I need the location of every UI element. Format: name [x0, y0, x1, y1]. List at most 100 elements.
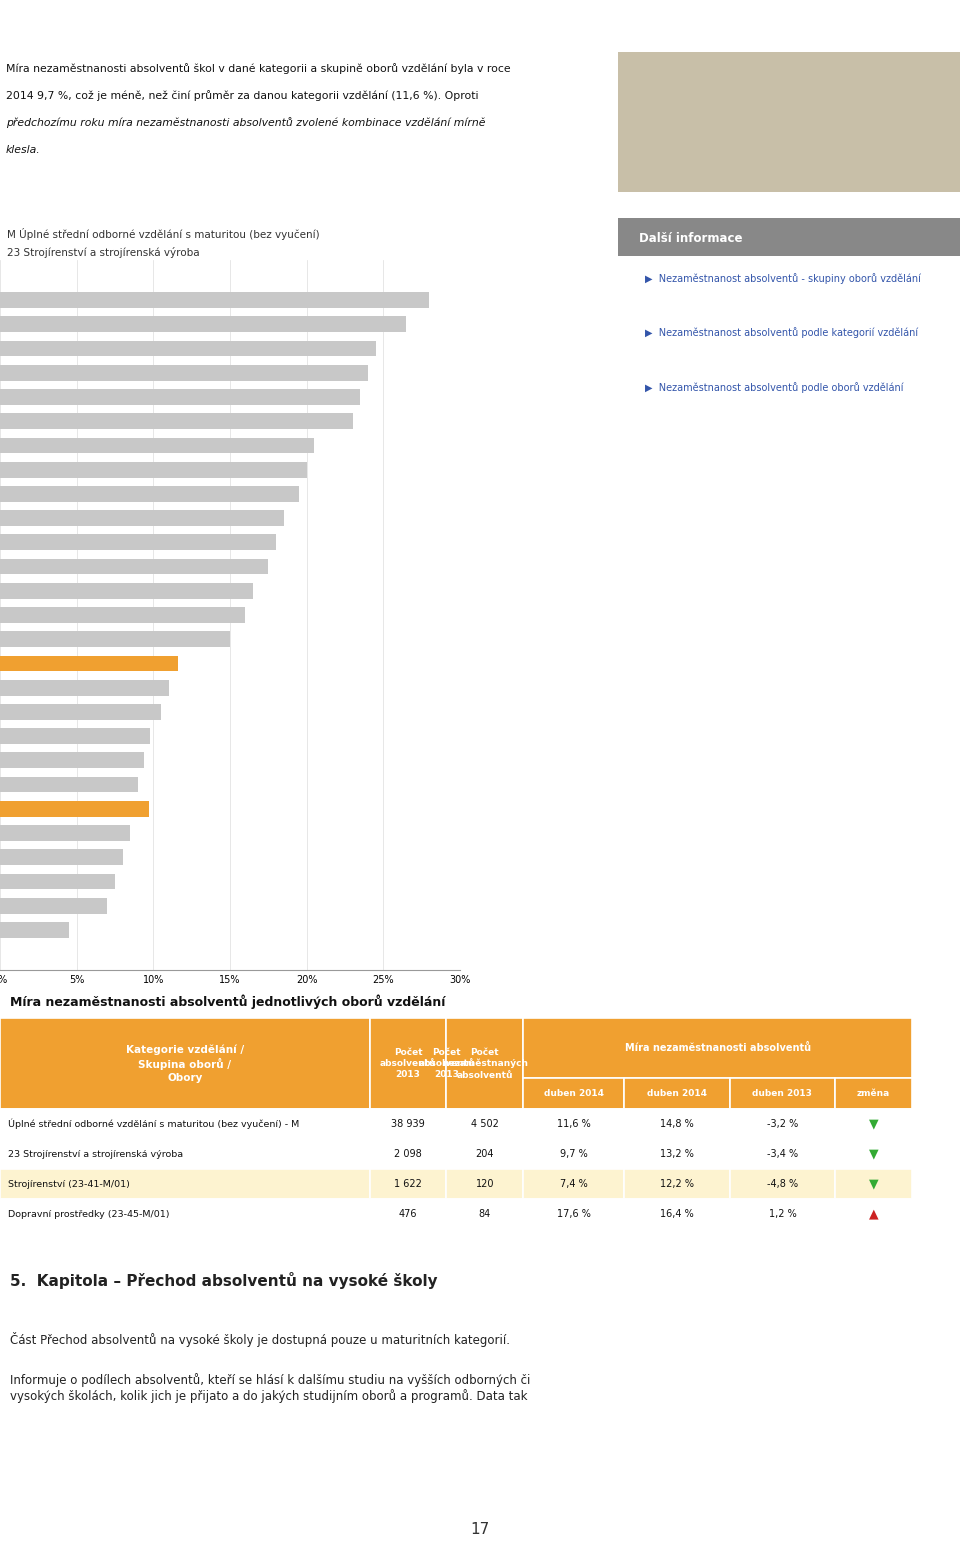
Text: 16,4 %: 16,4 % — [660, 1209, 694, 1220]
Bar — [0, 655, 178, 672]
Text: 476: 476 — [398, 1209, 418, 1220]
Bar — [0, 680, 169, 695]
Text: -3,2 %: -3,2 % — [767, 1119, 798, 1130]
Text: Dopravní prostředky (23-45-M/01): Dopravní prostředky (23-45-M/01) — [8, 1209, 169, 1218]
Bar — [446, 1200, 523, 1229]
Bar — [0, 753, 144, 768]
Text: 17: 17 — [470, 1523, 490, 1538]
Text: ▲: ▲ — [869, 1207, 878, 1221]
Bar — [835, 1110, 912, 1139]
Bar — [0, 413, 352, 428]
Bar — [0, 826, 131, 841]
Text: Počet
nezaměstnaných
absolventů: Počet nezaměstnaných absolventů — [442, 1048, 528, 1080]
Bar — [0, 1200, 370, 1229]
Text: -3,4 %: -3,4 % — [767, 1148, 798, 1159]
Text: 5.  Kapitola – Přechod absolventů na vysoké školy: 5. Kapitola – Přechod absolventů na vyso… — [10, 1273, 437, 1290]
Text: duben 2014: duben 2014 — [543, 1090, 604, 1099]
Text: předchozímu roku míra nezaměstnanosti absolventů zvolené kombinace vzdělání mírn: předchozímu roku míra nezaměstnanosti ab… — [6, 118, 486, 129]
Bar — [835, 1079, 912, 1110]
Bar — [523, 1139, 624, 1169]
Bar — [624, 1169, 730, 1200]
Text: 23 Strojírenství a strojírenská výroba: 23 Strojírenství a strojírenská výroba — [7, 247, 200, 258]
Bar — [835, 1200, 912, 1229]
Text: Strojírenství (23-41-M/01): Strojírenství (23-41-M/01) — [8, 1180, 130, 1189]
Bar — [0, 849, 123, 864]
Bar — [0, 632, 230, 647]
Bar — [835, 1169, 912, 1200]
Bar — [0, 1139, 370, 1169]
Text: Úplné střední odborné vzdělání s maturitou (bez vyučení) - M: Úplné střední odborné vzdělání s maturit… — [8, 1119, 299, 1130]
Text: duben 2014: duben 2014 — [647, 1090, 707, 1099]
Bar — [446, 1018, 523, 1110]
Bar — [624, 1079, 730, 1110]
Bar — [0, 511, 283, 526]
Text: -4,8 %: -4,8 % — [767, 1180, 798, 1189]
Bar — [0, 1169, 370, 1200]
Text: ▼: ▼ — [869, 1147, 878, 1161]
Bar — [523, 1169, 624, 1200]
Bar — [0, 486, 299, 501]
Bar — [618, 217, 960, 256]
Text: Počet
absolventů
2013: Počet absolventů 2013 — [380, 1048, 436, 1079]
Text: klesla.: klesla. — [6, 144, 41, 155]
Text: 1,2 %: 1,2 % — [769, 1209, 796, 1220]
Bar — [730, 1110, 835, 1139]
Bar — [370, 1169, 446, 1200]
Text: 120: 120 — [475, 1180, 494, 1189]
Text: duben 2013: duben 2013 — [753, 1090, 812, 1099]
Bar — [730, 1169, 835, 1200]
Bar — [370, 1200, 446, 1229]
Bar — [0, 462, 306, 478]
Text: 17,6 %: 17,6 % — [557, 1209, 590, 1220]
Text: Počet
absolventů
2013: Počet absolventů 2013 — [419, 1048, 474, 1079]
Text: Další informace: Další informace — [638, 233, 742, 245]
Bar — [0, 728, 151, 743]
Text: 14,8 %: 14,8 % — [660, 1119, 694, 1130]
Bar — [0, 1110, 370, 1139]
Bar — [0, 559, 269, 574]
Bar — [0, 317, 406, 332]
Text: ▶  Nezaměstnanost absolventů podle oborů vzdělání: ▶ Nezaměstnanost absolventů podle oborů … — [645, 382, 904, 393]
Text: 84: 84 — [479, 1209, 491, 1220]
Bar — [370, 1018, 446, 1110]
Bar — [835, 1139, 912, 1169]
Text: 7,4 %: 7,4 % — [560, 1180, 588, 1189]
Text: 2014 9,7 %, což je méně, než činí průměr za danou kategorii vzdělání (11,6 %). O: 2014 9,7 %, což je méně, než činí průměr… — [6, 90, 479, 101]
Text: 12,2 %: 12,2 % — [660, 1180, 694, 1189]
Bar — [730, 1139, 835, 1169]
Text: 1 622: 1 622 — [394, 1180, 422, 1189]
Bar — [0, 584, 253, 599]
Text: Míra nezaměstnanosti absolventů: Míra nezaměstnanosti absolventů — [625, 1043, 810, 1054]
Text: 13,2 %: 13,2 % — [660, 1148, 694, 1159]
Text: Informuje o podílech absolventů, kteří se hlásí k dalšímu studiu na vyšších odbo: Informuje o podílech absolventů, kteří s… — [10, 1374, 530, 1403]
Bar — [0, 705, 161, 720]
Bar — [0, 897, 108, 914]
Bar — [624, 1139, 730, 1169]
Text: 9,7 %: 9,7 % — [560, 1148, 588, 1159]
Text: 204: 204 — [475, 1148, 494, 1159]
Text: ▼: ▼ — [869, 1117, 878, 1131]
Bar — [0, 874, 115, 889]
Bar — [370, 1110, 446, 1139]
Bar — [730, 1200, 835, 1229]
Bar — [0, 801, 149, 816]
Text: 4 502: 4 502 — [470, 1119, 499, 1130]
Text: 11,6 %: 11,6 % — [557, 1119, 590, 1130]
Text: Míra nezaměstnanosti absolventů duben 2014: Míra nezaměstnanosti absolventů duben 20… — [7, 199, 314, 211]
Bar — [624, 1110, 730, 1139]
Text: Nezaměstnanost absolventů škol: Nezaměstnanost absolventů škol — [14, 17, 324, 36]
Bar — [523, 1200, 624, 1229]
Bar — [0, 292, 429, 307]
Bar — [0, 534, 276, 551]
Bar — [0, 1018, 370, 1110]
Bar — [523, 1018, 912, 1079]
Text: změna: změna — [857, 1090, 890, 1099]
Bar — [446, 1110, 523, 1139]
Bar — [0, 922, 69, 937]
Bar — [523, 1079, 624, 1110]
Text: 23 Strojírenství a strojírenská výroba: 23 Strojírenství a strojírenská výroba — [8, 1150, 182, 1159]
Bar — [730, 1079, 835, 1110]
Text: ▶  Nezaměstnanost absolventů podle kategorií vzdělání: ▶ Nezaměstnanost absolventů podle katego… — [645, 327, 919, 338]
Bar — [446, 1169, 523, 1200]
Text: 38 939: 38 939 — [391, 1119, 425, 1130]
